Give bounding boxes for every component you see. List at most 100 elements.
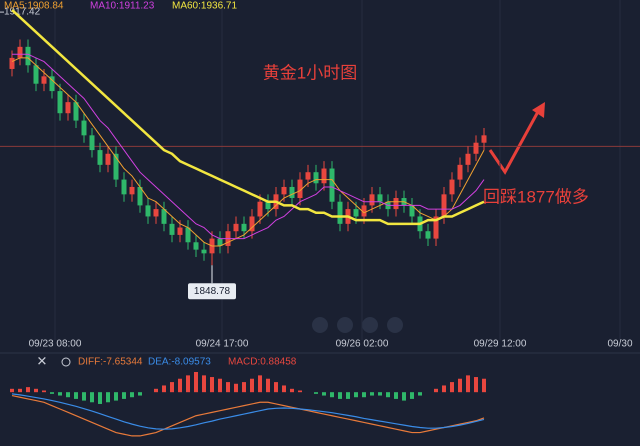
candle-body — [81, 120, 87, 136]
ma-line — [12, 53, 485, 240]
ma-line — [11, 57, 485, 247]
macd-bar — [394, 392, 398, 399]
macd-bar — [258, 375, 262, 393]
candle-body — [73, 102, 79, 121]
candle-body — [17, 46, 23, 58]
macd-bar — [362, 392, 366, 398]
candle-body — [137, 186, 143, 206]
macd-bar — [250, 378, 254, 393]
macd-bar — [82, 392, 86, 401]
toolbar — [312, 317, 403, 333]
candle-body — [393, 198, 399, 210]
candle-body — [145, 205, 151, 217]
macd-bar — [418, 392, 422, 396]
macd-bar — [410, 392, 414, 399]
candle-body — [9, 57, 15, 69]
candle-body — [281, 186, 287, 195]
macd-bar — [442, 385, 446, 393]
macd-bar — [138, 392, 142, 396]
button[interactable] — [387, 317, 403, 333]
candle-body — [57, 91, 63, 114]
candle-body — [201, 249, 207, 254]
settings-icon[interactable] — [61, 357, 71, 367]
candle-body — [329, 168, 335, 202]
macd-bar — [218, 378, 222, 393]
macd-bar — [242, 382, 246, 393]
macd-bar — [466, 375, 470, 393]
macd-bar — [130, 392, 134, 398]
candle-body — [25, 46, 31, 66]
macd-bar — [122, 392, 126, 399]
macd-bar — [290, 388, 294, 393]
arrowhead — [532, 102, 545, 118]
candle-body — [105, 153, 111, 165]
macd-bar — [322, 392, 326, 396]
macd-bar — [266, 378, 270, 393]
candle-body — [305, 172, 311, 180]
diff-line — [11, 394, 485, 437]
macd-bar — [162, 385, 166, 393]
candle-body — [313, 172, 319, 184]
x-tick-label: 09/29 12:00 — [474, 339, 527, 350]
macd-bar — [178, 378, 182, 393]
candle-body — [369, 194, 375, 206]
macd-bar — [314, 392, 318, 394]
candle-body — [321, 168, 327, 184]
macd-bar — [170, 382, 174, 393]
candle-body — [113, 153, 119, 180]
x-tick-label: 09/26 02:00 — [336, 339, 389, 350]
macd-bar — [402, 392, 406, 401]
candle-body — [161, 209, 167, 224]
candle-body — [177, 227, 183, 235]
button[interactable] — [362, 317, 378, 333]
candle-body — [297, 179, 303, 199]
macd-label: DEA:-8.09573 — [148, 357, 211, 368]
macd-bar — [202, 375, 206, 393]
macd-bar — [354, 392, 358, 398]
candle-body — [169, 223, 175, 235]
label-box — [188, 283, 236, 300]
macd-bar — [482, 378, 486, 393]
candle-body — [289, 186, 295, 199]
macd-bar — [42, 390, 46, 393]
candle-body — [409, 205, 415, 217]
macd-bar — [90, 392, 94, 403]
button[interactable] — [337, 317, 353, 333]
button[interactable] — [312, 317, 328, 333]
macd-bar — [274, 382, 278, 393]
ma-line — [11, 9, 485, 226]
close-icon[interactable]: ✕ — [37, 353, 48, 368]
macd-bar — [370, 392, 374, 396]
candle-body — [353, 209, 359, 217]
macd-bar — [58, 392, 62, 396]
x-tick-label: 09/30 — [607, 339, 632, 350]
candle-body — [377, 194, 383, 202]
candle-body — [257, 201, 263, 217]
macd-bar — [234, 383, 238, 393]
y-tick-label: 1917.42 — [4, 7, 41, 18]
macd-bar — [154, 388, 158, 393]
candle-body — [249, 216, 255, 232]
candle-body — [233, 223, 239, 232]
macd-bar — [386, 392, 390, 398]
legend-entry: MA5:1908.84 — [4, 1, 64, 12]
macd-bar — [74, 392, 78, 399]
candle-body — [89, 135, 95, 151]
annotation: 回踩1877做多 — [483, 187, 589, 206]
candle-body — [425, 231, 431, 239]
candle-body — [337, 201, 343, 224]
macd-bar — [106, 392, 110, 403]
candle-body — [185, 227, 191, 243]
macd-bar — [50, 392, 54, 394]
candle-body — [41, 76, 47, 84]
macd-bar — [298, 390, 302, 393]
macd-bar — [34, 388, 38, 393]
candle-body — [441, 194, 447, 217]
macd-bar — [330, 392, 334, 398]
macd-label: DIFF:-7.65344 — [78, 357, 143, 368]
macd-bar — [450, 382, 454, 393]
macd-bar — [26, 387, 30, 393]
candle-body — [481, 135, 487, 143]
